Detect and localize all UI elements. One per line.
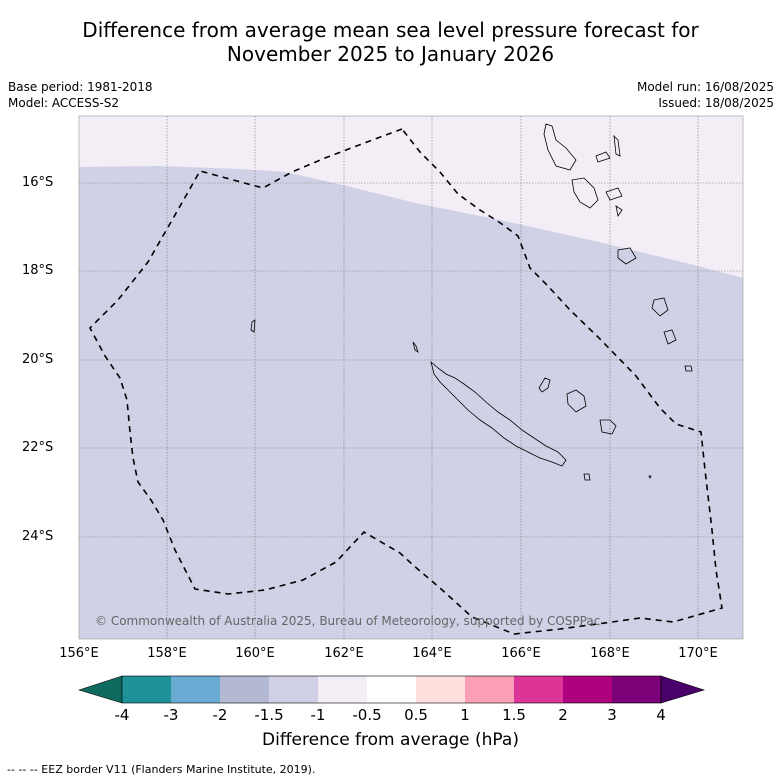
- colorbar-segment-7: [416, 676, 465, 703]
- north-anomaly-region: [79, 116, 743, 278]
- new-caledonia-main-island: [430, 360, 567, 467]
- colorbar-tick-label: 1.5: [502, 706, 526, 724]
- loyalty-island-mare: [599, 419, 617, 435]
- landmasses: [250, 123, 693, 481]
- colorbar-outline: [121, 675, 662, 704]
- colorbar-tick-label: -1: [310, 706, 326, 724]
- colorbar-tick-label: 4: [656, 706, 666, 724]
- loyalty-island-lifou: [566, 389, 587, 413]
- map-frame: [78, 115, 744, 640]
- colorbar-segment-8: [465, 676, 514, 703]
- lon-label-164e: 164°E: [412, 646, 452, 661]
- colorbar-segment-6: [367, 676, 416, 703]
- meta-right: Model run: 16/08/2025 Issued: 18/08/2025: [637, 79, 774, 111]
- colorbar-segment-1: [122, 676, 171, 703]
- colorbar-tick-label: -0.5: [352, 706, 382, 724]
- colorbar-tick-label: 1: [460, 706, 470, 724]
- vanuatu-erromango: [651, 297, 669, 317]
- lon-label-158e: 158°E: [147, 646, 187, 661]
- colorbar-tick-label: 2: [558, 706, 568, 724]
- lon-label-168e: 168°E: [590, 646, 630, 661]
- colorbar-extend-low: [77, 675, 123, 704]
- belep-islands: [412, 341, 419, 353]
- model-run: Model run: 16/08/2025: [636, 80, 774, 94]
- vanuatu-tanna: [663, 329, 677, 345]
- loyalty-island-ouvea: [538, 377, 551, 393]
- eez-footnote: -- -- -- EEZ border V11 (Flanders Marine…: [7, 763, 316, 776]
- vanuatu-espiritu-santo: [543, 123, 577, 171]
- issued-date: Issued: 18/08/2025: [658, 96, 774, 110]
- lat-label-18s: 18°S: [22, 263, 54, 278]
- lat-label-24s: 24°S: [22, 529, 54, 544]
- isle-of-pines: [583, 473, 591, 481]
- vanuatu-aneityum: [684, 365, 693, 372]
- chesterfield-islet: [250, 319, 256, 333]
- colorbar-segment-4: [269, 676, 318, 703]
- colorbar-tick-label: -1.5: [254, 706, 284, 724]
- colorbar-segment-3: [220, 676, 269, 703]
- colorbar-segment-2: [171, 676, 220, 703]
- base-period: Base period: 1981-2018: [8, 80, 153, 94]
- lat-label-16s: 16°S: [22, 175, 54, 190]
- lon-label-170e: 170°E: [678, 646, 718, 661]
- colorbar-tick-label: -4: [114, 706, 130, 724]
- gridlines: [79, 116, 743, 639]
- vanuatu-ambae: [595, 151, 611, 163]
- colorbar-segment-10: [563, 676, 612, 703]
- lon-label-160e: 160°E: [235, 646, 275, 661]
- colorbar: [77, 675, 706, 704]
- model-name: Model: ACCESS-S2: [8, 96, 120, 110]
- vanuatu-efate: [617, 247, 637, 265]
- colorbar-tick-label: 0.5: [404, 706, 428, 724]
- lon-label-156e: 156°E: [59, 646, 99, 661]
- eez-border: [89, 128, 723, 635]
- lat-label-20s: 20°S: [22, 352, 54, 367]
- map-area: © Commonwealth of Australia 2025, Bureau…: [79, 116, 743, 639]
- colorbar-tick-label: -2: [212, 706, 228, 724]
- lon-label-166e: 166°E: [501, 646, 541, 661]
- chart-title: Difference from average mean sea level p…: [0, 18, 781, 66]
- colorbar-segment-9: [514, 676, 563, 703]
- colorbar-segment-11: [612, 676, 661, 703]
- copyright-notice: © Commonwealth of Australia 2025, Bureau…: [95, 614, 600, 628]
- vanuatu-maewo-pentecost: [613, 134, 621, 157]
- lat-label-22s: 22°S: [22, 440, 54, 455]
- vanuatu-malekula: [571, 177, 599, 209]
- colorbar-title: Difference from average (hPa): [262, 730, 519, 750]
- vanuatu-epi: [615, 205, 623, 218]
- lon-label-162e: 162°E: [324, 646, 364, 661]
- colorbar-extend-high: [660, 675, 706, 704]
- vanuatu-ambrym: [605, 187, 623, 201]
- title-line-1: Difference from average mean sea level p…: [82, 18, 699, 42]
- title-line-2: November 2025 to January 2026: [226, 42, 555, 66]
- walpole-islet: [648, 475, 652, 479]
- colorbar-tick-label: 3: [607, 706, 617, 724]
- colorbar-tick-label: -3: [163, 706, 179, 724]
- meta-left: Base period: 1981-2018 Model: ACCESS-S2: [8, 79, 153, 111]
- colorbar-segment-5: [318, 676, 367, 703]
